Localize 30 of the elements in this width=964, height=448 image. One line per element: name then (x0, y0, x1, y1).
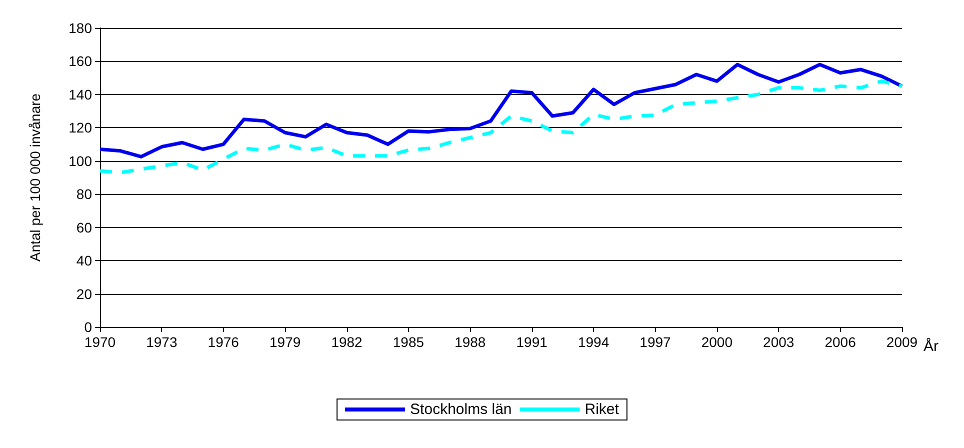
x-tick-label: 2000 (701, 334, 733, 350)
y-tick-label: 100 (68, 152, 92, 169)
x-tick-label: 1997 (640, 334, 672, 350)
x-tick-label: 1970 (84, 334, 116, 350)
line-series (98, 79, 904, 174)
y-tick-label: 40 (76, 252, 92, 269)
y-tick-label: 20 (76, 286, 92, 302)
x-axis-title: År (923, 337, 938, 355)
x-tick-label: 1985 (392, 334, 424, 350)
x-tick-label: 1979 (270, 334, 301, 350)
y-tick-label: 140 (68, 86, 92, 102)
x-tick-label: 1988 (454, 334, 486, 350)
y-tick-label: 0 (84, 319, 92, 335)
x-tick-label: 1982 (331, 334, 363, 350)
y-tick-label: 80 (76, 186, 92, 202)
y-tick-label: 180 (68, 20, 92, 36)
x-tick-label: 1991 (516, 334, 548, 350)
y-axis-title: Antal per 100 000 invånare (27, 93, 43, 262)
line-series (98, 62, 904, 158)
x-tick-label: 1973 (146, 334, 178, 350)
x-tick-label: 2009 (886, 334, 918, 350)
y-tick-label: 120 (68, 120, 92, 136)
x-tick-label: 2006 (824, 334, 856, 350)
y-tick-label: 60 (76, 219, 92, 236)
legend-label: Riket (584, 401, 620, 418)
x-tick-label: 1994 (578, 334, 610, 350)
y-tick-label: 160 (68, 53, 92, 70)
x-tick-label: 2003 (763, 334, 794, 350)
legend-label: Stockholms län (410, 401, 512, 418)
x-tick-label: 1976 (208, 334, 240, 350)
